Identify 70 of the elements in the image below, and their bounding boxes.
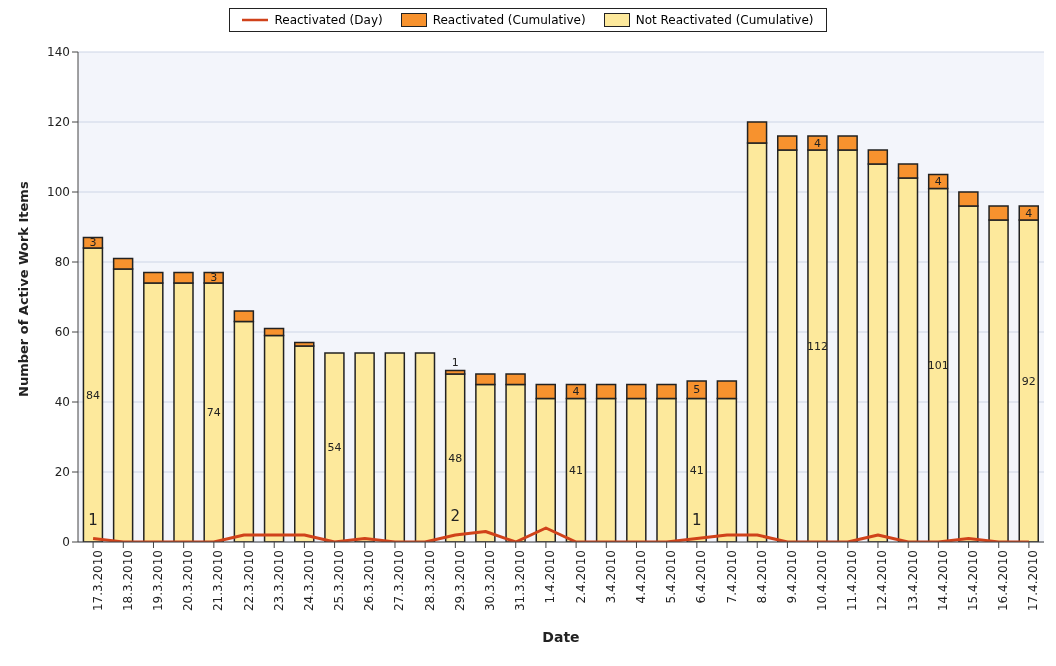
- data-label: 2: [450, 507, 461, 525]
- x-tick-label: 1.4.2010: [543, 550, 558, 604]
- x-tick-label: 30.3.2010: [483, 550, 498, 612]
- x-tick-label: 29.3.2010: [452, 550, 467, 612]
- x-tick-label: 4.4.2010: [633, 550, 648, 604]
- x-tick-label: 13.4.2010: [905, 550, 920, 612]
- x-tick-label: 10.4.2010: [815, 550, 830, 612]
- data-label: 4: [1025, 206, 1033, 220]
- y-tick-label: 20: [54, 465, 70, 480]
- data-label: 74: [206, 406, 221, 419]
- x-tick-label: 6.4.2010: [694, 550, 709, 604]
- x-tick-label: 16.4.2010: [996, 550, 1011, 612]
- data-label: 4: [813, 136, 821, 150]
- x-tick-label: 26.3.2010: [362, 550, 377, 612]
- bar: [384, 352, 406, 542]
- data-label: 48: [448, 451, 463, 465]
- x-tick-label: 31.3.2010: [513, 550, 528, 612]
- x-tick-label: 2.4.2010: [573, 550, 588, 604]
- data-label: 84: [85, 388, 100, 402]
- y-tick-label: 40: [54, 395, 70, 410]
- x-tick-label: 20.3.2010: [181, 550, 196, 612]
- x-tick-label: 21.3.2010: [211, 550, 226, 612]
- x-tick-label: 28.3.2010: [422, 550, 437, 612]
- x-tick-label: 23.3.2010: [271, 550, 286, 612]
- x-tick-label: 8.4.2010: [754, 550, 769, 604]
- data-label: 4: [934, 175, 942, 188]
- data-label: 1: [88, 510, 98, 529]
- x-tick-label: 5.4.2010: [664, 550, 679, 604]
- data-label: 92: [1021, 374, 1036, 388]
- data-label: 3: [210, 271, 218, 285]
- bar: [414, 352, 436, 542]
- x-tick-label: 17.4.2010: [1026, 550, 1041, 612]
- bar: [444, 373, 466, 542]
- x-tick-label: 11.4.2010: [845, 550, 860, 612]
- bar: [324, 352, 345, 542]
- data-label: 41: [689, 463, 704, 477]
- bar: [354, 352, 375, 542]
- data-label: 3: [89, 236, 97, 250]
- y-tick-label: 140: [47, 45, 70, 60]
- y-tick-label: 60: [54, 325, 70, 340]
- y-tick-label: 120: [47, 115, 70, 130]
- x-tick-label: 19.3.2010: [150, 550, 165, 612]
- x-tick-label: 27.3.2010: [392, 550, 407, 612]
- y-axis-title: Number of Active Work Items: [15, 181, 31, 397]
- legend-label: Reactivated (Day): [274, 13, 383, 27]
- legend-label: Reactivated (Cumulative): [432, 13, 586, 27]
- data-label: 5: [693, 383, 701, 397]
- data-label: 1: [692, 510, 702, 529]
- x-tick-label: 14.4.2010: [935, 550, 950, 612]
- x-tick-label: 12.4.2010: [875, 550, 890, 612]
- data-label: 54: [327, 441, 342, 454]
- x-tick-label: 18.3.2010: [120, 550, 135, 612]
- data-label: 4: [572, 385, 580, 398]
- y-tick-label: 100: [47, 185, 70, 200]
- y-tick-label: 0: [62, 535, 70, 550]
- x-tick-label: 25.3.2010: [332, 550, 347, 612]
- x-tick-label: 17.3.2010: [90, 550, 105, 612]
- x-tick-label: 3.4.2010: [603, 550, 618, 604]
- x-tick-label: 22.3.2010: [241, 550, 256, 612]
- x-tick-label: 15.4.2010: [966, 550, 981, 612]
- x-axis-title: Date: [542, 629, 580, 645]
- data-label: 41: [568, 463, 583, 477]
- data-label: 1: [451, 356, 459, 369]
- x-tick-label: 9.4.2010: [784, 550, 799, 604]
- legend-label: Not Reactivated (Cumulative): [635, 13, 814, 27]
- data-label: 101: [927, 358, 949, 372]
- bar: [294, 345, 315, 542]
- y-tick-label: 80: [54, 255, 70, 270]
- x-tick-label: 7.4.2010: [724, 550, 739, 604]
- x-tick-label: 24.3.2010: [301, 550, 316, 612]
